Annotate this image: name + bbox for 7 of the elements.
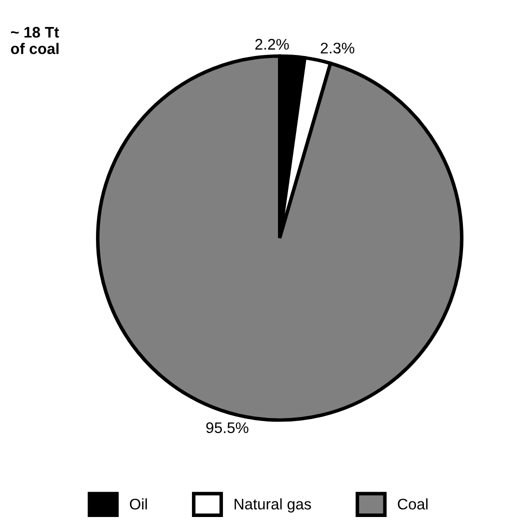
- data-label: 2.3%: [320, 42, 354, 54]
- legend-label: Oil: [130, 498, 147, 510]
- legend-label: Natural gas: [234, 498, 311, 513]
- data-label: 2.2%: [255, 38, 289, 50]
- data-label: 95.5%: [206, 422, 248, 434]
- legend-label: Coal: [398, 498, 428, 510]
- chart-title: ~ 18 Tt of coal: [10, 26, 59, 54]
